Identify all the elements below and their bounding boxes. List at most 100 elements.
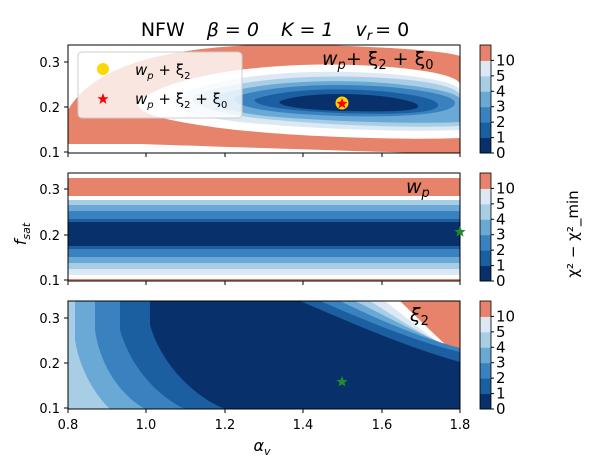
colorbar-2-tick-5: 5 bbox=[496, 195, 506, 213]
colorbar-3-segment-2 bbox=[480, 362, 491, 379]
xtick-1.6: 1.6 bbox=[372, 418, 393, 433]
colorbar-3-segment-1 bbox=[480, 378, 491, 395]
colorbar-3-segment-6 bbox=[480, 301, 491, 317]
colorbar-1-segment-2 bbox=[480, 106, 491, 123]
colorbar-2-segment-3 bbox=[480, 219, 491, 236]
panel-2-band-2-bottom bbox=[68, 249, 460, 257]
colorbar-label: χ² − χ²_min bbox=[564, 190, 583, 277]
legend-star-marker bbox=[97, 93, 109, 104]
colorbar-2-tick-1: 1 bbox=[496, 257, 506, 275]
legend-box bbox=[77, 51, 243, 119]
panel-3-ytick-0.1: 0.1 bbox=[39, 402, 60, 417]
colorbar-1-frame bbox=[479, 44, 492, 154]
legend-entry-2: wp + ξ2 + ξ0 bbox=[135, 90, 227, 111]
panel-2-band-5-top bbox=[68, 196, 460, 200]
panel-2-contours bbox=[68, 173, 460, 281]
colorbar-3-frame bbox=[479, 300, 492, 410]
colorbar-1-segment-3 bbox=[480, 91, 491, 108]
panel-2-band-0 bbox=[68, 222, 460, 246]
panel-1-legend: wp + ξ2 wp + ξ2 + ξ0 bbox=[77, 51, 243, 119]
xtick-1.0: 1.0 bbox=[136, 418, 157, 433]
colorbar-2-segment-2 bbox=[480, 234, 491, 251]
panel-3-contours bbox=[68, 301, 460, 409]
panel-1: wp + ξ2 wp + ξ2 + ξ0 wp+ ξ2 + ξ0 0.3 0.2 … bbox=[39, 44, 461, 161]
colorbar-2-segment-4 bbox=[480, 203, 491, 220]
colorbar-3-tick-10: 10 bbox=[496, 307, 515, 325]
colorbar-2-frame bbox=[479, 172, 492, 282]
panel-3-ytick-0.2: 0.2 bbox=[39, 357, 60, 372]
xtick-0.8: 0.8 bbox=[58, 418, 79, 433]
panel-2-band-10-bottom bbox=[68, 279, 460, 281]
panel-2-band-5-bottom bbox=[68, 269, 460, 275]
panel-1-ytick-0.2: 0.2 bbox=[39, 101, 60, 116]
colorbar-1-tick-5: 5 bbox=[496, 67, 506, 85]
panel-2-bestfit-star bbox=[454, 226, 466, 237]
colorbar-2-segment-0 bbox=[480, 265, 491, 282]
panel-2-xticks bbox=[67, 281, 461, 285]
panel-2-band-4-bottom bbox=[68, 263, 460, 269]
panel-3-level-min bbox=[150, 301, 460, 409]
colorbar-3-tick-5: 5 bbox=[496, 323, 506, 341]
panel-3-xaxis: 0.8 1.0 1.2 1.4 1.6 1.8 bbox=[58, 409, 471, 433]
colorbar-2-segment-6 bbox=[480, 173, 491, 189]
legend-circle-marker bbox=[97, 63, 109, 75]
panel-1-ytick-0.1: 0.1 bbox=[39, 146, 60, 161]
colorbar-3-segment-5 bbox=[480, 316, 491, 333]
panel-1-frame bbox=[67, 44, 461, 154]
panel-2-band-2-top bbox=[68, 211, 460, 219]
panel-2-ytick-0.2: 0.2 bbox=[39, 229, 60, 244]
colorbar-1-tick-0: 0 bbox=[496, 144, 506, 162]
colorbar-1-tick-10: 10 bbox=[496, 51, 515, 69]
colorbar-2-tick-3: 3 bbox=[496, 226, 506, 244]
panel-3-label: ξ2 bbox=[409, 304, 429, 329]
colorbar-1-tick-2: 2 bbox=[496, 113, 506, 131]
panel-3-frame bbox=[67, 300, 461, 410]
panel-3-bestfit-star bbox=[336, 376, 348, 387]
panel-3: ξ2 0.3 0.2 0.1 0.8 1.0 1.2 1.4 1.6 1.8 bbox=[39, 300, 471, 433]
colorbar-3-tick-4: 4 bbox=[496, 338, 506, 356]
colorbar-2-tick-10: 10 bbox=[496, 179, 515, 197]
colorbar-1-tick-4: 4 bbox=[496, 82, 506, 100]
panel-2-band-3-bottom bbox=[68, 257, 460, 263]
panel-2-ytick-0.3: 0.3 bbox=[39, 183, 60, 198]
panel-1-level-min bbox=[279, 93, 419, 112]
colorbar-3-tick-0: 0 bbox=[496, 400, 506, 418]
panel-1-yaxis: 0.3 0.2 0.1 bbox=[39, 56, 68, 161]
xtick-1.2: 1.2 bbox=[215, 418, 236, 433]
panel-2-label: wp bbox=[406, 176, 430, 201]
panel-1-label: wp+ ξ2 + ξ0 bbox=[322, 48, 434, 73]
colorbar-3-tick-2: 2 bbox=[496, 369, 506, 387]
colorbar-2-segment-1 bbox=[480, 250, 491, 267]
colorbar-2-segment-5 bbox=[480, 188, 491, 205]
colorbar-1-segment-0 bbox=[480, 137, 491, 154]
panel-2-band-4-top bbox=[68, 200, 460, 205]
colorbar-1-segment-4 bbox=[480, 75, 491, 92]
colorbar-1-tick-1: 1 bbox=[496, 129, 506, 147]
panel-1-ytick-0.3: 0.3 bbox=[39, 56, 60, 71]
colorbar-2-tick-2: 2 bbox=[496, 241, 506, 259]
panel-2: wp 0.3 0.2 0.1 bbox=[39, 172, 466, 289]
colorbar-3-segment-3 bbox=[480, 347, 491, 364]
panel-1-bestfit-star bbox=[336, 98, 348, 109]
xtick-1.8: 1.8 bbox=[450, 418, 471, 433]
colorbar-1-segment-1 bbox=[480, 122, 491, 139]
colorbar-1-segment-6 bbox=[480, 45, 491, 61]
panel-1-xticks bbox=[67, 153, 461, 157]
panel-3-ytick-0.3: 0.3 bbox=[39, 312, 60, 327]
y-axis-label: fsat bbox=[11, 222, 33, 245]
panel-3-yaxis: 0.3 0.2 0.1 bbox=[39, 312, 68, 417]
x-axis-label: αv bbox=[253, 436, 271, 458]
panel-2-ytick-0.1: 0.1 bbox=[39, 274, 60, 289]
colorbar-3-segment-0 bbox=[480, 393, 491, 410]
colorbar-3-segment-4 bbox=[480, 331, 491, 348]
xtick-1.4: 1.4 bbox=[293, 418, 314, 433]
colorbar-3-tick-1: 1 bbox=[496, 385, 506, 403]
colorbar-2-tick-4: 4 bbox=[496, 210, 506, 228]
panel-2-yaxis: 0.3 0.2 0.1 bbox=[39, 183, 68, 289]
